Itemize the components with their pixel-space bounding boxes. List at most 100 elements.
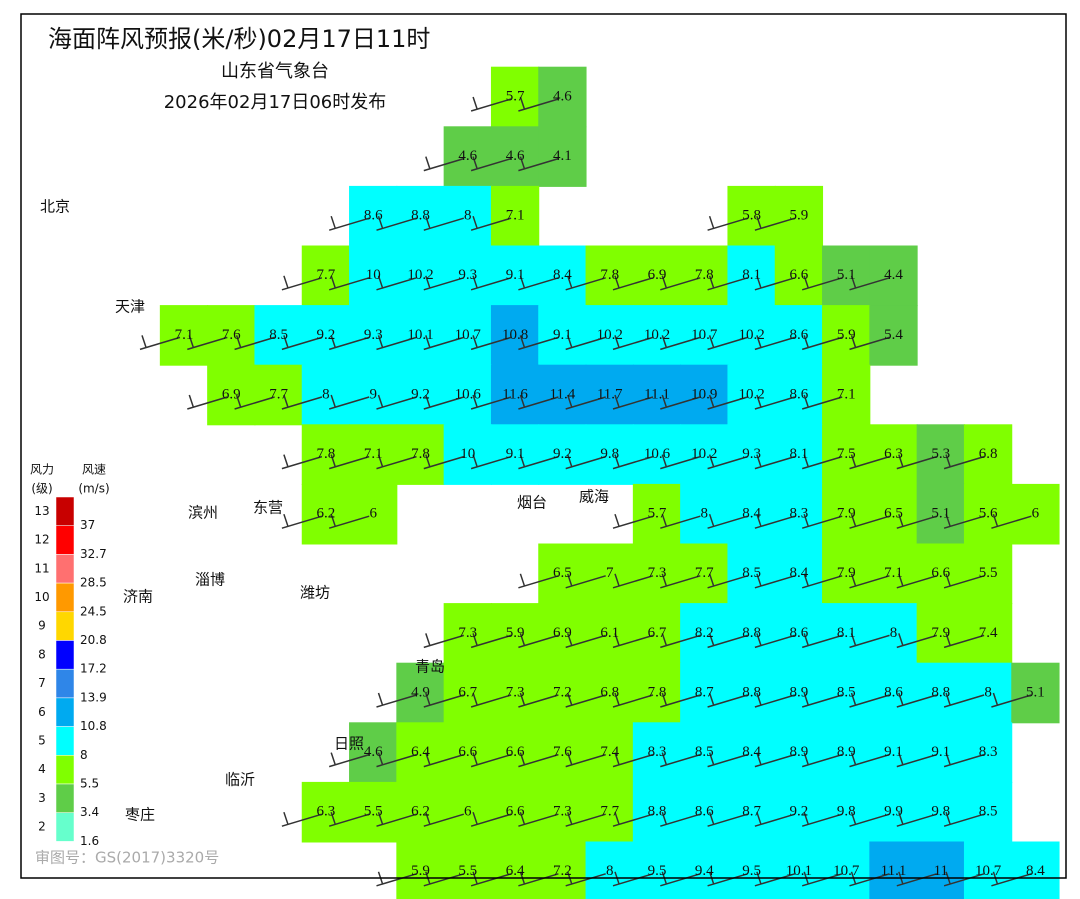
city: 天津 bbox=[115, 298, 145, 316]
wind-value: 9.3 bbox=[364, 327, 383, 343]
legend-level: 7 bbox=[38, 676, 46, 690]
legend-swatch bbox=[55, 668, 75, 699]
wind-barb bbox=[896, 573, 938, 589]
sea-cell bbox=[396, 364, 445, 426]
sea-cell bbox=[443, 603, 492, 664]
sea-cell bbox=[774, 781, 824, 843]
wind-barb bbox=[612, 692, 654, 708]
sea-cell bbox=[916, 603, 965, 664]
wind-value: 5.3 bbox=[931, 446, 950, 462]
wind-value: 7.4 bbox=[979, 625, 998, 641]
wind-value: 7.4 bbox=[600, 744, 619, 760]
sea-cell bbox=[443, 364, 492, 426]
legend-level: 8 bbox=[38, 647, 46, 661]
wind-value: 8.1 bbox=[837, 625, 856, 641]
sea-cell bbox=[349, 722, 398, 783]
sea-cell bbox=[443, 841, 492, 899]
sea-cell bbox=[963, 781, 1013, 843]
wind-value: 8.9 bbox=[790, 684, 809, 700]
sea-cell bbox=[727, 185, 776, 247]
sea-cell bbox=[490, 603, 540, 664]
legend-level: 3 bbox=[38, 791, 46, 805]
wind-barb bbox=[801, 394, 843, 410]
wind-barb bbox=[754, 394, 796, 410]
wind-barb bbox=[943, 573, 985, 589]
wind-value: 8.6 bbox=[364, 208, 383, 224]
legend-swatch bbox=[55, 611, 75, 641]
legend-level: 6 bbox=[38, 705, 46, 719]
wind-value: 7.8 bbox=[317, 446, 336, 462]
sea-cell bbox=[396, 185, 445, 247]
wind-barb bbox=[281, 335, 323, 351]
wind-value: 10.9 bbox=[691, 386, 717, 402]
wind-value: 7.1 bbox=[837, 386, 856, 402]
wind-barb bbox=[565, 454, 606, 470]
legend-swatch bbox=[55, 554, 75, 584]
wind-barb bbox=[754, 513, 796, 529]
wind-value: 9.5 bbox=[742, 863, 761, 879]
sea-cell bbox=[207, 305, 256, 366]
wind-barb bbox=[943, 633, 985, 649]
city: 日照 bbox=[334, 735, 364, 753]
wind-value: 5.9 bbox=[790, 208, 809, 224]
wind-value: 6.4 bbox=[506, 863, 525, 879]
wind-value: 8 bbox=[322, 386, 330, 402]
sea-cell bbox=[822, 483, 871, 545]
legend-swatch bbox=[55, 496, 75, 526]
wind-value: 5.5 bbox=[979, 565, 998, 581]
wind-value: 8 bbox=[701, 506, 709, 522]
sea-cell bbox=[680, 781, 729, 843]
sea-cell bbox=[396, 424, 445, 485]
sea-cell bbox=[680, 662, 729, 724]
sea-cell bbox=[443, 305, 492, 366]
wind-value: 6.7 bbox=[648, 625, 667, 641]
sea-cell bbox=[443, 126, 492, 187]
wind-value: 7.1 bbox=[884, 565, 903, 581]
wind-value: 10.2 bbox=[644, 327, 670, 343]
legend-speed: 32.7 bbox=[80, 547, 107, 561]
wind-barb bbox=[612, 454, 654, 470]
wind-barb bbox=[470, 394, 512, 410]
wind-value: 9.8 bbox=[837, 804, 856, 820]
city: 烟台 bbox=[517, 494, 547, 512]
city: 东营 bbox=[253, 499, 283, 517]
wind-value: 9.3 bbox=[458, 267, 477, 283]
sea-cell bbox=[538, 841, 587, 899]
wind-barb bbox=[896, 752, 938, 768]
wind-value: 9.2 bbox=[317, 327, 336, 343]
sea-cell bbox=[396, 245, 445, 307]
wind-value: 8.5 bbox=[695, 744, 714, 760]
wind-value: 9.8 bbox=[931, 804, 950, 820]
wind-barb bbox=[423, 335, 465, 351]
wind-barb bbox=[565, 633, 606, 649]
wind-barb bbox=[801, 811, 843, 827]
sea-cell bbox=[443, 424, 492, 485]
wind-value: 8.5 bbox=[979, 804, 998, 820]
wind-value: 5.9 bbox=[506, 625, 525, 641]
wind-value: 7.9 bbox=[837, 565, 856, 581]
sea-cell bbox=[301, 305, 351, 366]
wind-value: 10.7 bbox=[833, 863, 860, 879]
sea-cell bbox=[963, 662, 1013, 724]
wind-barb bbox=[801, 573, 843, 589]
city: 枣庄 bbox=[125, 806, 155, 824]
wind-value: 7.6 bbox=[553, 744, 572, 760]
wind-barb bbox=[423, 633, 465, 649]
wind-barb bbox=[707, 633, 748, 649]
sea-cell bbox=[538, 126, 587, 187]
wind-value: 8.5 bbox=[742, 565, 761, 581]
wind-value: 8.6 bbox=[790, 386, 809, 402]
wind-barb bbox=[896, 513, 938, 529]
sea-cell bbox=[490, 722, 540, 783]
sea-cell bbox=[585, 662, 634, 724]
sea-cell bbox=[490, 662, 540, 724]
wind-value: 7 bbox=[606, 565, 614, 581]
sea-cell bbox=[869, 603, 918, 664]
wind-value: 7.7 bbox=[317, 267, 336, 283]
sea-cell bbox=[774, 424, 824, 485]
approval-number: 审图号：GS(2017)3320号 bbox=[35, 849, 219, 867]
legend-swatch bbox=[55, 726, 75, 756]
legend-swatch bbox=[55, 640, 75, 670]
wind-value: 8.6 bbox=[884, 684, 903, 700]
wind-barb bbox=[849, 335, 890, 351]
